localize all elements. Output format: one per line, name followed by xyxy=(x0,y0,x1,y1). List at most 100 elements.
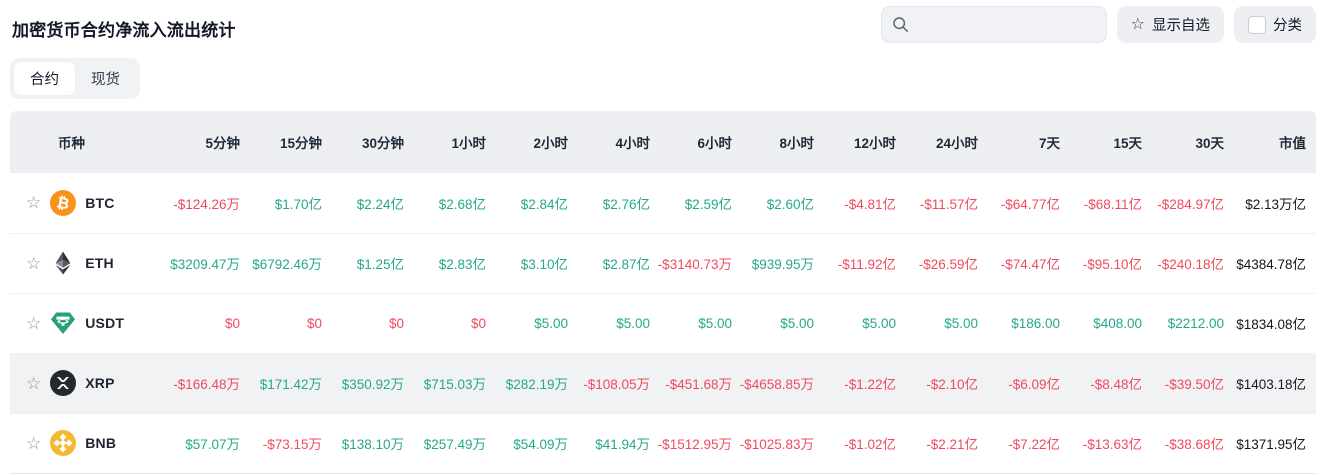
coin-cell: ☆ BNB xyxy=(10,413,160,474)
coin-symbol: ETH xyxy=(85,255,114,271)
search-input[interactable] xyxy=(916,15,1096,34)
table-row-bnb[interactable]: ☆ BNB $57.07万 -$73.15万 $138.10万 $257.49万 $54.0… xyxy=(10,413,1316,474)
flow-value: -$166.48万 xyxy=(160,353,242,414)
flow-value: -$4.81亿 xyxy=(816,173,898,234)
column-header: 15天 xyxy=(1062,111,1144,173)
category-checkbox[interactable] xyxy=(1248,15,1266,34)
flow-value: -$8.48亿 xyxy=(1062,353,1144,414)
favorite-star-icon[interactable]: ☆ xyxy=(26,433,42,453)
star-icon: ☆ xyxy=(1130,15,1145,33)
column-header: 30分钟 xyxy=(324,111,406,173)
coin-symbol: BNB xyxy=(85,435,117,451)
flow-value: -$68.11亿 xyxy=(1062,173,1144,234)
show-favorites-button[interactable]: ☆ 显示自选 xyxy=(1116,6,1224,43)
flow-value: $257.49万 xyxy=(406,413,488,474)
market-cap-value: $1403.18亿 xyxy=(1226,353,1316,414)
flow-value: $2.84亿 xyxy=(488,173,570,234)
flow-value: $0 xyxy=(324,293,406,354)
flow-value: $186.00 xyxy=(980,293,1062,354)
flow-value: $1.25亿 xyxy=(324,233,406,294)
table-row-usdt[interactable]: ☆ USDT $0 $0 $0 $0 $5.00 $5.00 $5.00 $5.00 $5.00 $5… xyxy=(10,293,1316,354)
coin-symbol: USDT xyxy=(85,315,125,331)
flow-value: -$74.47亿 xyxy=(980,233,1062,294)
flow-value: $138.10万 xyxy=(324,413,406,474)
favorite-star-icon[interactable]: ☆ xyxy=(26,193,42,213)
page-title: 加密货币合约净流入流出统计 xyxy=(12,21,236,40)
flow-value: -$2.10亿 xyxy=(898,353,980,414)
flow-value: -$26.59亿 xyxy=(898,233,980,294)
flow-value: $350.92万 xyxy=(324,353,406,414)
favorite-star-icon[interactable]: ☆ xyxy=(26,313,42,333)
flow-value: -$13.63亿 xyxy=(1062,413,1144,474)
column-header: 12小时 xyxy=(816,111,898,173)
search-box[interactable] xyxy=(880,6,1107,43)
column-header: 4小时 xyxy=(570,111,652,173)
table-body: ☆ ₿ BTC -$124.26万 $1.70亿 $2.24亿 $2.68亿 $2.84亿 $2… xyxy=(10,173,1316,474)
coin-cell: ☆ ETH xyxy=(10,233,160,294)
flow-value: $2.76亿 xyxy=(570,173,652,234)
flow-value: $1.70亿 xyxy=(242,173,324,234)
flow-value: -$95.10亿 xyxy=(1062,233,1144,294)
flows-table-container: 币种 5分钟 15分钟 30分钟 1小时 2小时 4小时 6小时 8小时 12小时 24小时 7天 15… xyxy=(10,111,1316,474)
column-header: 5分钟 xyxy=(160,111,242,173)
btc-icon: ₿ xyxy=(50,189,77,216)
flow-value: -$240.18亿 xyxy=(1144,233,1226,294)
favorite-star-icon[interactable]: ☆ xyxy=(26,253,42,273)
flow-value: $2.60亿 xyxy=(734,173,816,234)
flow-value: $939.95万 xyxy=(734,233,816,294)
table-row-xrp[interactable]: ☆ XRP -$166.48万 $171.42万 $350.92万 $715.03万 $28… xyxy=(10,353,1316,414)
column-header: 30天 xyxy=(1144,111,1226,173)
flow-value: -$1025.83万 xyxy=(734,413,816,474)
show-favorites-label: 显示自选 xyxy=(1152,18,1210,34)
coin-symbol: BTC xyxy=(85,194,115,211)
flow-value: $54.09万 xyxy=(488,413,570,474)
flows-table: 币种 5分钟 15分钟 30分钟 1小时 2小时 4小时 6小时 8小时 12小时 24小时 7天 15… xyxy=(10,111,1316,474)
column-header: 8小时 xyxy=(734,111,816,173)
flow-value: -$6.09亿 xyxy=(980,353,1062,414)
flow-value: -$4658.85万 xyxy=(734,353,816,414)
column-header: 7天 xyxy=(980,111,1062,173)
flow-value: -$11.92亿 xyxy=(816,233,898,294)
flow-value: $282.19万 xyxy=(488,353,570,414)
column-header: 2小时 xyxy=(488,111,570,173)
flow-value: $5.00 xyxy=(488,293,570,354)
flow-value: -$38.68亿 xyxy=(1144,413,1226,474)
table-row-eth[interactable]: ☆ ETH $3209.47万 $6792.46万 $1.25亿 $2.83亿 $3.10亿… xyxy=(10,233,1316,294)
market-cap-value: $2.13万亿 xyxy=(1226,173,1316,234)
flow-value: $3209.47万 xyxy=(160,233,242,294)
flow-value: $57.07万 xyxy=(160,413,242,474)
flow-value: -$284.97亿 xyxy=(1144,173,1226,234)
flow-value: $715.03万 xyxy=(406,353,488,414)
eth-icon xyxy=(55,251,71,275)
column-header: 15分钟 xyxy=(242,111,324,173)
column-header-coin: 币种 xyxy=(10,111,160,173)
flow-value: $408.00 xyxy=(1062,293,1144,354)
category-button[interactable]: 分类 xyxy=(1234,6,1316,43)
flow-value: -$11.57亿 xyxy=(898,173,980,234)
flow-value: $0 xyxy=(406,293,488,354)
top-bar: 加密货币合约净流入流出统计 ☆ 显示自选 分类 xyxy=(0,0,1326,43)
flow-value: $0 xyxy=(160,293,242,354)
flow-value: -$3140.73万 xyxy=(652,233,734,294)
flow-value: -$2.21亿 xyxy=(898,413,980,474)
table-row-btc[interactable]: ☆ ₿ BTC -$124.26万 $1.70亿 $2.24亿 $2.68亿 $2.84亿 $2… xyxy=(10,173,1316,234)
favorite-star-icon[interactable]: ☆ xyxy=(26,373,42,393)
flow-value: -$451.68万 xyxy=(652,353,734,414)
tab-spot[interactable]: 现货 xyxy=(91,72,120,88)
tab-contracts[interactable]: 合约 xyxy=(14,62,75,95)
flow-value: $2.68亿 xyxy=(406,173,488,234)
flow-value: -$1512.95万 xyxy=(652,413,734,474)
flow-value: $2.59亿 xyxy=(652,173,734,234)
coin-cell: ☆ XRP xyxy=(10,353,160,414)
flow-value: -$39.50亿 xyxy=(1144,353,1226,414)
flow-value: $2.24亿 xyxy=(324,173,406,234)
flow-value: -$1.22亿 xyxy=(816,353,898,414)
tab-bar: 合约 现货 xyxy=(10,58,140,99)
flow-value: $2.87亿 xyxy=(570,233,652,294)
search-icon xyxy=(892,17,908,32)
flow-value: $5.00 xyxy=(652,293,734,354)
flow-value: $2212.00 xyxy=(1144,293,1226,354)
flow-value: $6792.46万 xyxy=(242,233,324,294)
xrp-icon xyxy=(50,370,77,396)
svg-text:₿: ₿ xyxy=(55,193,71,213)
